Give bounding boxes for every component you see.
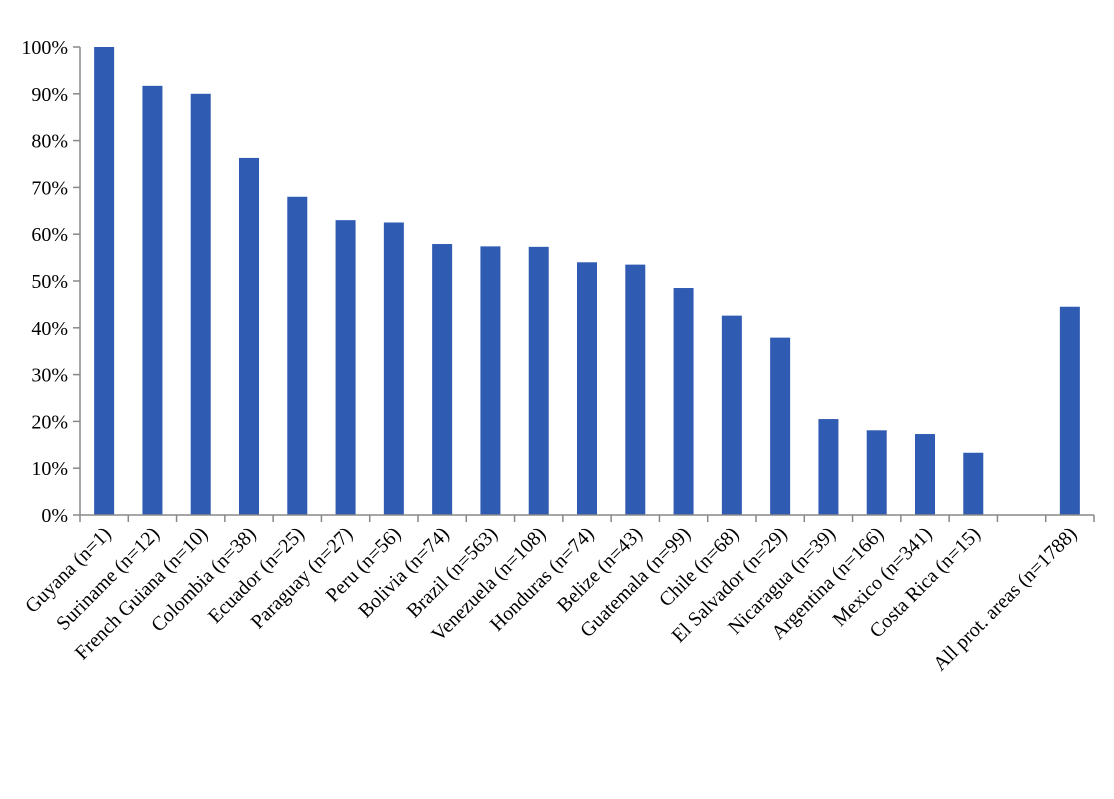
- y-tick-label: 50%: [31, 271, 68, 293]
- bar: [673, 288, 694, 515]
- y-tick-label: 10%: [31, 458, 68, 480]
- y-tick-label: 0%: [41, 505, 68, 527]
- y-tick-label: 30%: [31, 365, 68, 387]
- y-tick-label: 90%: [31, 84, 68, 106]
- bar: [142, 85, 163, 516]
- bar: [480, 246, 501, 516]
- bar: [963, 452, 984, 515]
- bar: [287, 196, 308, 515]
- x-axis: Guyana (n=1)Suriname (n=12)French Guiana…: [21, 514, 1095, 675]
- bar: [1059, 306, 1080, 515]
- bar: [190, 93, 211, 516]
- bars-group: [94, 47, 1080, 516]
- bar: [335, 220, 356, 515]
- y-tick-label: 70%: [31, 177, 68, 199]
- bar: [721, 315, 742, 515]
- y-tick-label: 20%: [31, 411, 68, 433]
- bar: [577, 262, 597, 515]
- bar: [94, 47, 115, 515]
- bar: [528, 246, 549, 515]
- y-tick-label: 80%: [31, 131, 68, 153]
- bar: [770, 337, 791, 515]
- bar: [239, 157, 259, 515]
- y-tick-label: 100%: [21, 37, 68, 59]
- y-axis: 0% 10% 20% 30% 40% 50% 60% 70% 80% 90% 100%: [21, 37, 81, 527]
- bar: [866, 430, 887, 515]
- y-tick-label: 60%: [31, 224, 68, 246]
- bar: [915, 434, 935, 515]
- bar: [432, 244, 453, 515]
- bar: [383, 222, 404, 515]
- y-tick-label: 40%: [31, 318, 68, 340]
- bar: [818, 419, 839, 515]
- bar: [625, 264, 646, 515]
